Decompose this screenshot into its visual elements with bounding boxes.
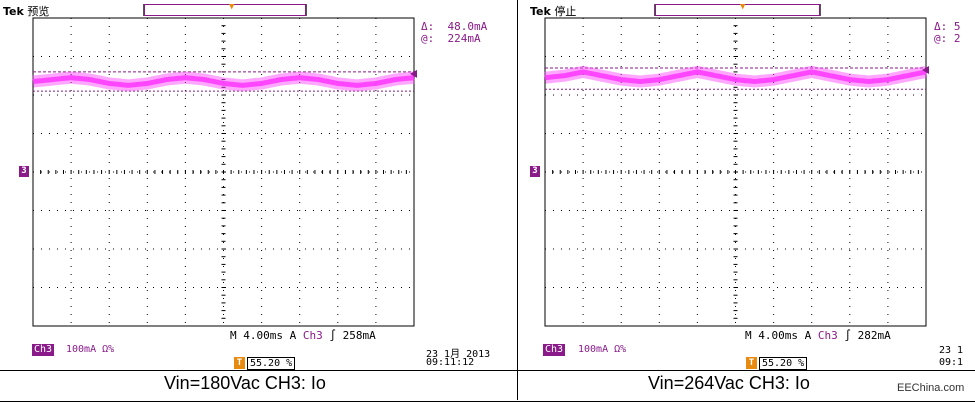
channel-badge-left[interactable]: Ch3 bbox=[32, 344, 55, 356]
cursor-arrow-icon bbox=[922, 66, 929, 75]
timebase-left: M 4.00ms A Ch3 ∫ 258mA bbox=[230, 329, 376, 342]
trigger-position-left: 55.20 % bbox=[247, 357, 296, 370]
trace-line bbox=[32, 75, 415, 88]
time-right: 09:1 bbox=[939, 357, 964, 368]
scope-left: Tek 预览 ▼ T Δ: 48.0mA @: 224mA 3 M 4.00ms… bbox=[0, 0, 517, 370]
cursor-readout-right: Δ: 5 @: 2 bbox=[934, 20, 961, 45]
record-bar-left bbox=[143, 4, 307, 16]
timebase-right: M 4.00ms A Ch3 ∫ 282mA bbox=[745, 329, 891, 342]
channel-level-marker-right: 3 bbox=[530, 166, 540, 177]
trigger-arrow-icon: ▼ bbox=[229, 2, 235, 12]
panel-divider bbox=[517, 0, 518, 400]
caption-bar bbox=[0, 370, 975, 402]
scale-right: 100mA Ω% bbox=[578, 344, 627, 355]
trace-line bbox=[544, 69, 927, 85]
date-right: 23 1 bbox=[939, 345, 964, 356]
cursor-readout-left: Δ: 48.0mA @: 224mA bbox=[421, 20, 488, 45]
cursor-arrow-icon bbox=[410, 69, 417, 78]
scope-right: Tek 停止 ▼ T Δ: 5 @: 2 3 M 4.00ms A Ch3 ∫ … bbox=[518, 0, 975, 370]
trigger-arrow-icon: ▼ bbox=[740, 2, 746, 12]
trigger-position-icon: T bbox=[746, 357, 757, 369]
scale-left: 100mA Ω% bbox=[66, 344, 115, 355]
date-left: 23 1月 2013 bbox=[426, 349, 491, 360]
plot-area-right bbox=[544, 17, 929, 327]
watermark: EEChina.com bbox=[897, 382, 965, 394]
plot-area-left bbox=[32, 17, 417, 327]
trigger-position-icon: T bbox=[234, 357, 245, 369]
channel-badge-right[interactable]: Ch3 bbox=[543, 344, 566, 356]
brand-state-right: Tek 停止 bbox=[530, 5, 577, 18]
brand-state-left: Tek 预览 bbox=[3, 5, 50, 18]
time-left: 09:11:12 bbox=[426, 357, 475, 368]
record-bar-right bbox=[654, 4, 821, 16]
channel-level-marker-left: 3 bbox=[19, 166, 29, 177]
trigger-position-right: 55.20 % bbox=[759, 357, 808, 370]
caption-left: Vin=180Vac CH3: Io bbox=[164, 373, 326, 393]
caption-right: Vin=264Vac CH3: Io bbox=[648, 373, 810, 393]
